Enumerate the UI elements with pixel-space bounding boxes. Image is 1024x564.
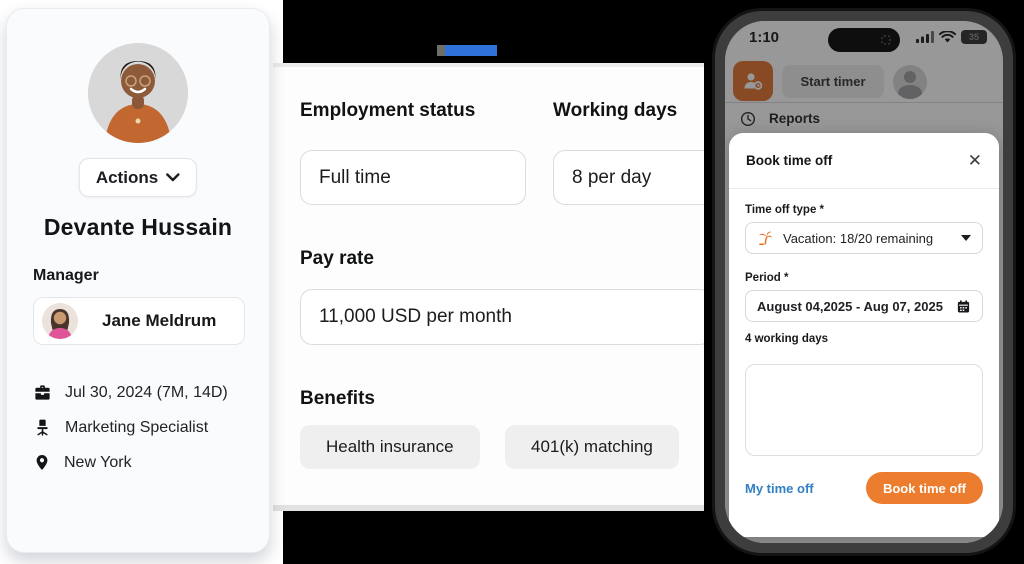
detail-row-location: New York xyxy=(33,445,228,480)
detail-text-start-date: Jul 30, 2024 (7M, 14D) xyxy=(65,383,228,401)
loading-bar xyxy=(445,45,497,56)
chevron-down-icon xyxy=(166,173,180,182)
benefit-chip-label: Health insurance xyxy=(326,437,454,456)
manager-card[interactable]: Jane Meldrum xyxy=(33,297,245,345)
period-value: August 04,2025 - Aug 07, 2025 xyxy=(757,298,943,314)
working-days-label: Working days xyxy=(553,100,678,121)
pay-rate-field[interactable]: 11,000 USD per month xyxy=(300,289,704,345)
actions-button[interactable]: Actions xyxy=(78,158,198,197)
time-off-type-label: Time off type * xyxy=(745,204,825,216)
reports-label: Reports xyxy=(769,111,821,126)
avatar-body-shape xyxy=(898,85,922,99)
working-days-note: 4 working days xyxy=(745,333,829,345)
app-logo-icon[interactable] xyxy=(733,61,773,101)
note-textarea[interactable] xyxy=(745,364,983,456)
period-label: Period * xyxy=(745,272,789,284)
loading-bar-chip xyxy=(437,45,445,56)
detail-text-job-title: Marketing Specialist xyxy=(65,418,209,436)
time-off-type-value: Vacation: 18/20 remaining xyxy=(783,230,934,246)
working-days-value: 8 per day xyxy=(572,166,652,188)
avatar-head-shape xyxy=(904,71,916,83)
status-icons: 35 xyxy=(916,30,987,44)
benefit-chip-label: 401(k) matching xyxy=(531,437,653,456)
manager-section-label: Manager xyxy=(33,267,99,284)
app-header: Start timer xyxy=(725,55,1003,101)
manager-avatar-illustration xyxy=(42,303,78,339)
working-days-field[interactable]: 8 per day xyxy=(553,150,704,205)
actions-button-label: Actions xyxy=(95,167,159,187)
manager-avatar xyxy=(42,303,78,339)
pay-rate-value: 11,000 USD per month xyxy=(319,306,512,327)
status-time: 1:10 xyxy=(749,29,780,46)
employment-details-panel: Employment status Working days Full time… xyxy=(273,63,704,511)
detail-row-start-date: Jul 30, 2024 (7M, 14D) xyxy=(33,375,228,410)
palm-tree-icon xyxy=(759,231,773,246)
pay-rate-label: Pay rate xyxy=(300,248,374,269)
caret-down-icon xyxy=(961,235,971,241)
detail-text-location: New York xyxy=(64,453,132,471)
benefit-chip-401k[interactable]: 401(k) matching xyxy=(505,425,679,469)
modal-title: Book time off xyxy=(746,153,833,168)
phone-screen: 1:10 35 xyxy=(725,21,1003,543)
manager-name: Jane Meldrum xyxy=(102,311,217,330)
my-time-off-link[interactable]: My time off xyxy=(745,480,814,496)
close-icon[interactable]: ✕ xyxy=(967,151,982,170)
period-date-field[interactable]: August 04,2025 - Aug 07, 2025 xyxy=(745,290,983,322)
modal-footer: My time off Book time off xyxy=(729,461,999,504)
benefits-label: Benefits xyxy=(300,388,375,409)
status-bar: 1:10 35 xyxy=(725,21,1003,55)
employee-details-list: Jul 30, 2024 (7M, 14D) Marketing Special… xyxy=(33,375,228,480)
profile-avatar-placeholder[interactable] xyxy=(893,65,927,99)
battery-level: 35 xyxy=(968,32,979,42)
employee-profile-card: Actions Devante Hussain Manager Jane Mel… xyxy=(6,8,270,553)
briefcase-icon xyxy=(35,385,50,400)
location-pin-icon xyxy=(36,455,48,470)
office-chair-icon xyxy=(37,419,48,436)
book-time-off-button[interactable]: Book time off xyxy=(865,472,983,504)
reports-nav-row[interactable]: Reports xyxy=(725,102,1003,134)
start-timer-button[interactable]: Start timer xyxy=(782,65,884,98)
battery-icon: 35 xyxy=(961,30,987,44)
detail-row-job-title: Marketing Specialist xyxy=(33,410,228,445)
dynamic-island xyxy=(828,28,900,52)
person-clock-icon xyxy=(744,73,763,90)
employment-status-field[interactable]: Full time xyxy=(300,150,526,205)
wifi-icon xyxy=(939,31,956,43)
start-timer-label: Start timer xyxy=(800,74,866,89)
employee-name: Devante Hussain xyxy=(43,214,233,240)
calendar-icon xyxy=(957,299,970,312)
benefit-chip-health-insurance[interactable]: Health insurance xyxy=(300,425,480,469)
reports-clock-icon xyxy=(741,111,755,126)
employee-avatar xyxy=(88,43,188,143)
modal-body: Time off type * Vacation: 18/20 remainin… xyxy=(729,189,999,461)
time-off-type-select[interactable]: Vacation: 18/20 remaining xyxy=(745,222,983,254)
cellular-signal-icon xyxy=(916,31,934,43)
modal-header: Book time off ✕ xyxy=(729,133,999,189)
phone-mockup: 1:10 35 xyxy=(712,8,1016,556)
employment-status-value: Full time xyxy=(319,166,391,188)
book-time-off-modal: Book time off ✕ Time off type * Vacat xyxy=(729,133,999,537)
employment-status-label: Employment status xyxy=(300,100,476,121)
camera-cutout-icon xyxy=(881,35,891,45)
employee-avatar-illustration xyxy=(88,43,188,143)
